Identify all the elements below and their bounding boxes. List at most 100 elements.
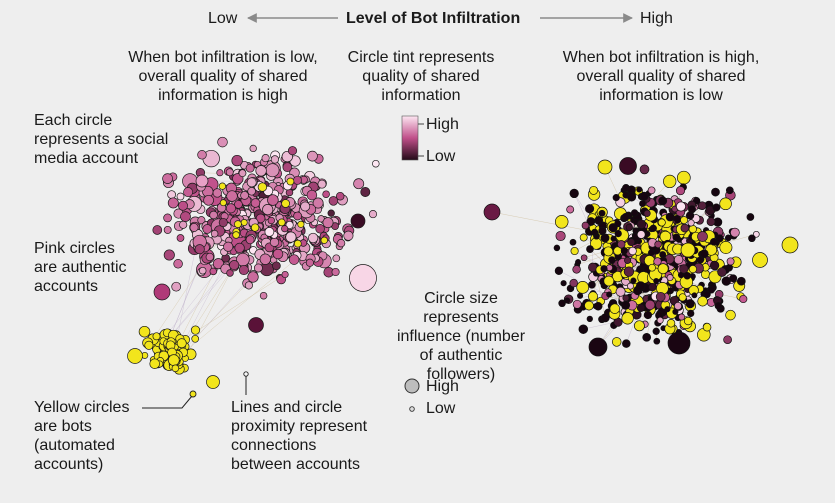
account-node: [250, 223, 260, 232]
account-node: [653, 337, 661, 345]
account-node: [725, 186, 734, 195]
account-node: [163, 225, 172, 234]
account-node: [598, 209, 606, 217]
account-node: [247, 187, 256, 196]
account-node: [600, 265, 608, 273]
account-node: [138, 325, 151, 338]
account-node: [580, 254, 588, 262]
account-node: [636, 219, 647, 229]
account-node: [683, 271, 691, 280]
account-node: [623, 266, 635, 277]
account-node: [585, 204, 595, 214]
account-node: [711, 187, 720, 197]
account-node: [226, 269, 234, 277]
account-node: [217, 136, 228, 148]
account-node: [736, 276, 746, 286]
account-node: [636, 186, 643, 193]
account-node: [729, 274, 738, 283]
account-node: [178, 200, 188, 211]
account-node: [569, 188, 579, 199]
account-node: [210, 229, 219, 238]
account-node: [570, 246, 579, 256]
account-node: [648, 263, 656, 272]
account-node: [591, 228, 599, 236]
account-node: [248, 317, 264, 333]
account-node: [781, 236, 799, 254]
account-node: [610, 235, 617, 242]
account-node: [195, 174, 209, 188]
account-node: [293, 211, 302, 221]
account-node: [163, 213, 172, 223]
account-node: [678, 293, 687, 302]
account-node: [726, 257, 735, 266]
account-node: [609, 303, 621, 314]
account-node: [320, 236, 328, 244]
account-node: [619, 157, 637, 175]
account-node: [614, 229, 622, 238]
account-node: [270, 155, 280, 164]
account-node: [627, 192, 637, 202]
account-node: [627, 282, 634, 290]
header-high-label: High: [640, 10, 673, 27]
account-node: [343, 230, 354, 241]
account-node: [255, 165, 267, 177]
account-node: [589, 185, 599, 195]
account-node: [203, 194, 214, 206]
account-node: [255, 213, 266, 224]
account-node: [652, 327, 660, 335]
yellow-callout-line: [142, 395, 193, 409]
account-node: [240, 219, 248, 226]
account-node: [621, 213, 630, 221]
header-title: Level of Bot Infiltration: [346, 10, 521, 27]
account-node: [317, 179, 327, 189]
account-node: [238, 169, 247, 178]
lines-caption-line: proximity represent: [231, 418, 368, 435]
account-node: [286, 177, 295, 186]
account-node: [307, 232, 319, 244]
account-node: [617, 240, 626, 249]
account-node: [307, 150, 318, 162]
account-node: [219, 199, 227, 207]
account-node: [603, 275, 615, 287]
account-node: [752, 252, 768, 268]
account-node: [269, 237, 280, 247]
account-node: [622, 294, 630, 302]
account-node: [249, 144, 257, 153]
account-node: [322, 190, 330, 198]
header-low-label: Low: [208, 10, 238, 27]
account-node: [586, 245, 594, 253]
account-node: [697, 295, 708, 307]
account-node: [483, 203, 501, 221]
account-node: [285, 231, 297, 243]
account-node: [191, 334, 200, 343]
account-node: [655, 291, 666, 302]
account-node: [152, 225, 163, 235]
account-node: [162, 173, 173, 184]
account-node: [688, 224, 697, 234]
low-caption-line: overall quality of shared: [138, 68, 308, 85]
account-node: [297, 220, 305, 228]
tint-legend-low-label: Low: [426, 148, 456, 165]
account-node: [594, 216, 604, 225]
account-node: [267, 194, 279, 206]
account-node: [250, 198, 261, 208]
account-node: [315, 224, 325, 234]
high-infiltration-network: [483, 157, 799, 357]
account-node: [576, 281, 590, 294]
account-node: [687, 309, 695, 318]
account-node: [287, 146, 298, 156]
account-node: [238, 264, 249, 276]
account-node: [685, 299, 695, 309]
account-node: [171, 281, 182, 292]
account-node: [293, 239, 302, 248]
account-node: [180, 211, 191, 222]
account-node: [553, 244, 561, 252]
account-node: [372, 159, 380, 168]
account-node: [606, 291, 613, 298]
account-node: [167, 354, 180, 366]
account-node: [578, 324, 589, 334]
high-caption-line: When bot infiltration is high,: [562, 49, 760, 66]
account-node: [285, 220, 294, 230]
account-node: [624, 256, 632, 264]
account-node: [368, 210, 378, 219]
